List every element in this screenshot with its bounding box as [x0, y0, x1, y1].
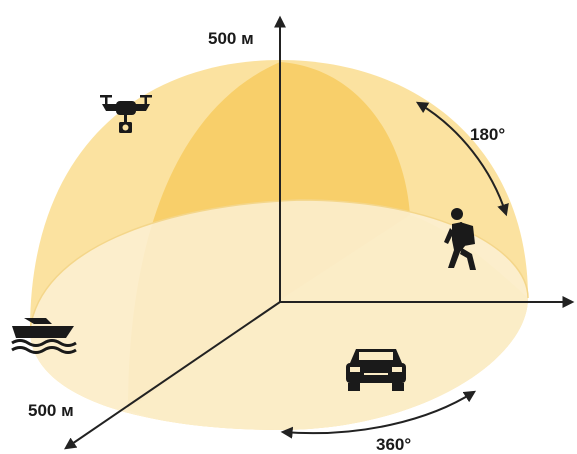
vertical-angle-label: 180°: [470, 125, 505, 144]
drone-icon: [100, 95, 152, 133]
vertical-angle-arc: [415, 101, 509, 217]
depth-axis: [64, 301, 281, 450]
horizontal-angle-arc: [280, 390, 477, 439]
horizontal-range-label: 500 м: [28, 401, 74, 420]
hiker-icon: [444, 208, 476, 270]
car-icon: [346, 349, 406, 391]
dome-rim: [29, 199, 529, 331]
boat-icon: [11, 318, 77, 354]
dome-front-sector: [128, 215, 528, 430]
axes: [64, 15, 575, 450]
horizontal-angle-label: 360°: [376, 435, 411, 454]
vertical-range-label: 500 м: [208, 29, 254, 48]
